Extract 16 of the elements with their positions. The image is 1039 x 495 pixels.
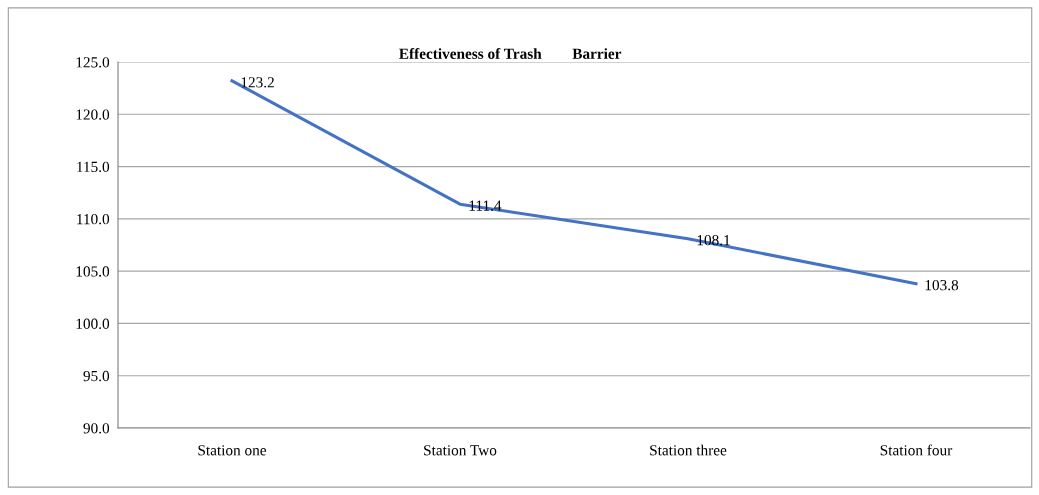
data-label: 123.2 [241, 77, 274, 88]
y-tick-label: 100.0 [76, 318, 110, 329]
x-tick-label: Station four [880, 444, 953, 456]
x-tick-label: Station one [198, 445, 267, 456]
data-label: 103.8 [925, 279, 959, 291]
y-tick-label: 125.0 [76, 57, 110, 68]
y-tick-label: 115.0 [77, 161, 110, 173]
y-tick-label: 105.0 [76, 266, 110, 277]
y-tick-label: 120.0 [76, 109, 110, 120]
x-tick-label: Station three [650, 444, 727, 456]
line-series [230, 79, 918, 286]
chart-title: Effectiveness of Trash Barrier [399, 47, 622, 59]
x-tick-label: Station Two [424, 445, 497, 456]
y-tick-label: 110.0 [77, 214, 110, 225]
y-tick-label: 95.0 [83, 370, 110, 382]
y-tick-label: 90.0 [83, 423, 110, 434]
